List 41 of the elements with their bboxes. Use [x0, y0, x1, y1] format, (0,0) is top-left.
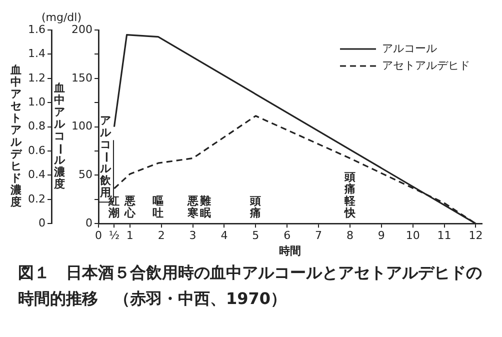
y-tick-label: 0.6 [28, 144, 46, 157]
y-tick-label: 1.4 [28, 47, 46, 60]
x-tick-label: 7 [315, 229, 322, 242]
x-tick-label: 12 [468, 229, 483, 242]
x-tick-label: 4 [220, 229, 228, 242]
legend-label: アセトアルデヒド [382, 58, 470, 74]
x-tick-label: 8 [346, 229, 354, 242]
y2-tick-label: 200 [71, 22, 92, 36]
annotation: 難眠 [198, 194, 211, 220]
y-tick-label: 0.2 [28, 192, 46, 206]
y-tick-label: 0 [38, 216, 46, 230]
y-tick-label: 1.6 [28, 22, 46, 36]
x-axis-title: 時間 [279, 244, 302, 258]
y-tick-label: 0.8 [28, 120, 46, 133]
text: 血中アルコール濃度 [54, 82, 67, 191]
x-tick-label: ½ [108, 229, 120, 242]
text: 血中アセトアルデヒド濃度 [10, 64, 22, 209]
annotation: 嘔吐 [152, 194, 164, 220]
x-tick-label: 1 [126, 229, 134, 242]
x-tick-label: 6 [284, 229, 291, 242]
x-tick-label: 9 [378, 229, 385, 242]
x-tick-label: 10 [406, 229, 420, 242]
annotation: 悪寒 [186, 194, 200, 220]
y2-tick-label: 50 [78, 168, 92, 182]
x-tick-label: 0 [94, 229, 102, 242]
x-tick-label: 2 [158, 229, 165, 242]
y2-tick-label: 100 [71, 120, 92, 133]
y2-tick-label: 0 [85, 216, 92, 230]
annotation: 頭痛 [249, 194, 262, 220]
x-tick-label: 3 [189, 229, 196, 242]
text: (mg/dl) [41, 10, 82, 24]
x-tick-label: 11 [437, 229, 452, 242]
y-tick-label: 1.0 [28, 95, 46, 108]
legend-label: アルコール [382, 41, 437, 57]
y-tick-label: 1.2 [28, 71, 46, 84]
y2-tick-label: 150 [71, 71, 92, 84]
annotation: 頭痛軽快 [343, 170, 356, 220]
annotation: 悪心 [123, 194, 136, 220]
text: 図１ 日本酒５合飲用時の血中アルコールとアセトアルデヒドの時間的推移 （赤羽・中西、1970） [17, 262, 483, 310]
x-tick-label: 5 [252, 229, 260, 242]
y-tick-label: 0.4 [28, 168, 46, 182]
